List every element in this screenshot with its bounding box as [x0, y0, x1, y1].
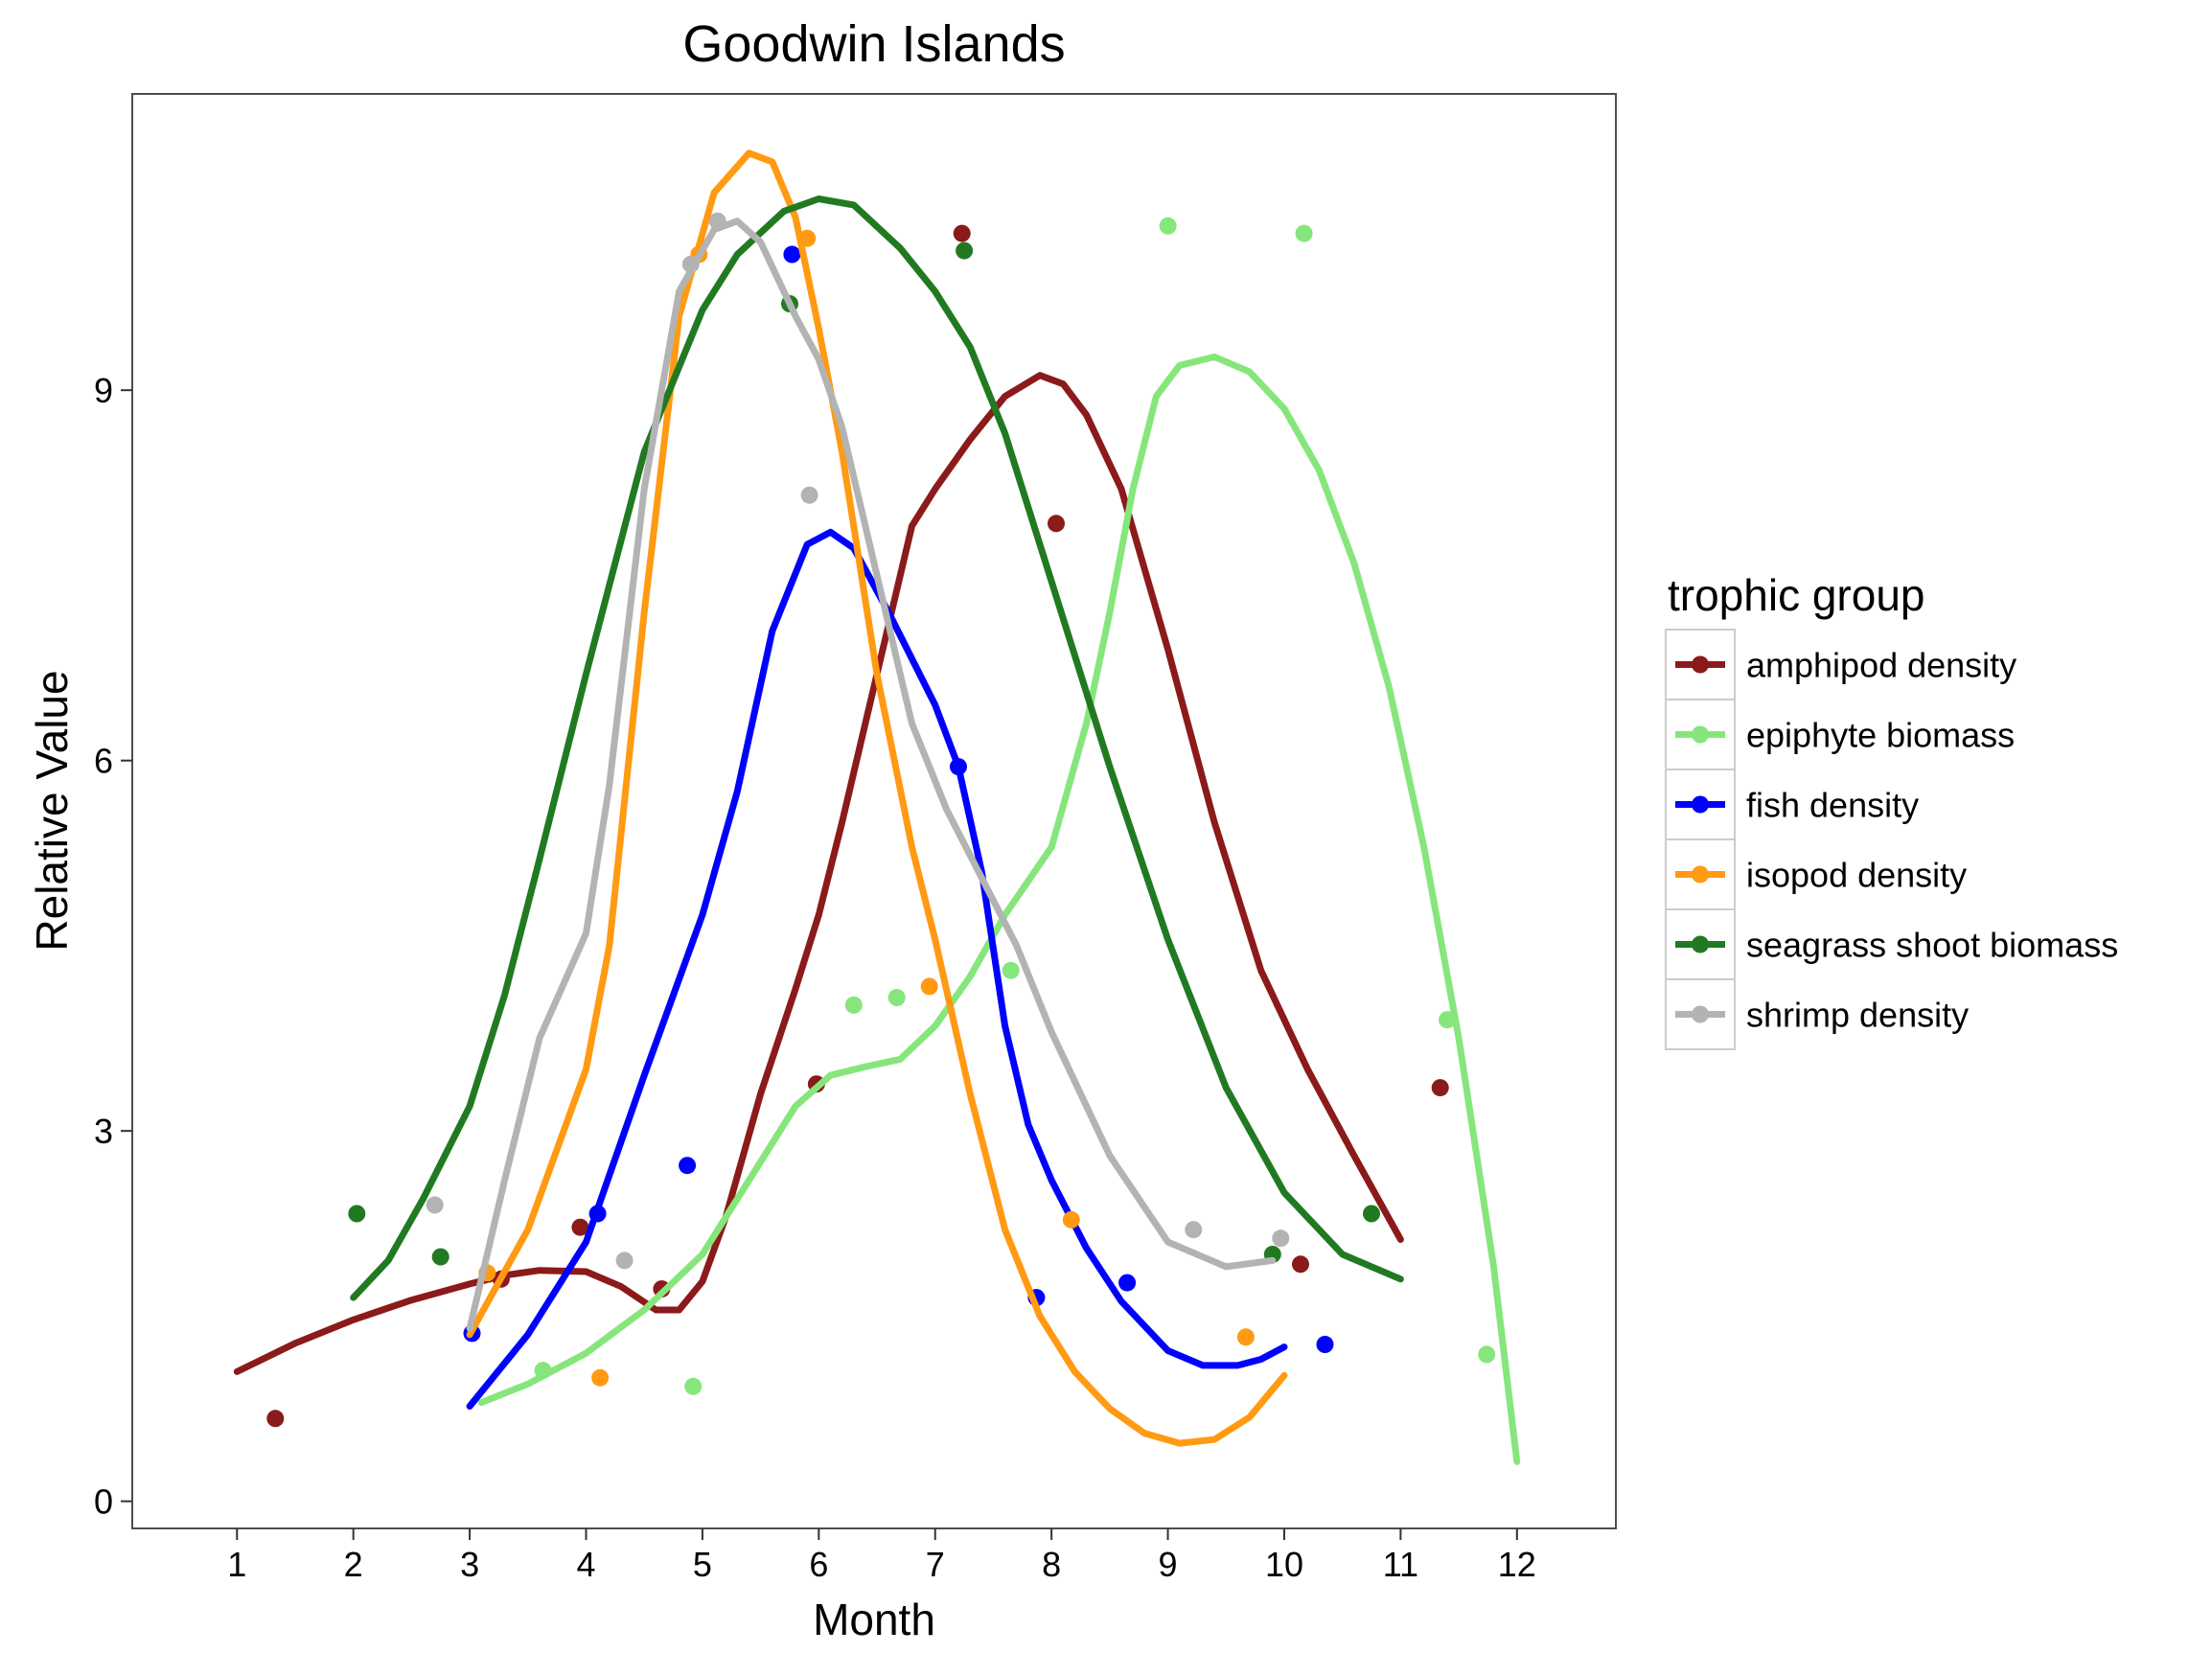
x-tick-label: 8	[1042, 1545, 1061, 1584]
x-tick-label: 6	[809, 1545, 828, 1584]
x-tick-label: 2	[344, 1545, 363, 1584]
y-tick-label: 3	[94, 1112, 113, 1151]
data-point-seagrass-shoot-biomass	[956, 241, 974, 260]
x-tick-label: 9	[1159, 1545, 1178, 1584]
data-point-seagrass-shoot-biomass	[1363, 1205, 1380, 1223]
y-tick-label: 9	[94, 371, 113, 410]
y-tick-label: 0	[94, 1482, 113, 1522]
data-point-shrimp-density	[681, 255, 700, 273]
data-point-fish-density	[950, 758, 967, 776]
x-tick-label: 5	[693, 1545, 712, 1584]
x-axis-label: Month	[813, 1595, 935, 1644]
data-point-isopod-density	[1062, 1210, 1080, 1228]
data-point-isopod-density	[591, 1368, 610, 1387]
legend-key-point	[1692, 795, 1709, 814]
data-point-shrimp-density	[800, 486, 818, 504]
data-point-amphipod-density	[1292, 1255, 1309, 1274]
data-point-epiphyte-biomass	[534, 1362, 552, 1380]
data-point-shrimp-density	[708, 212, 726, 230]
data-point-fish-density	[1118, 1274, 1137, 1292]
data-point-amphipod-density	[1048, 515, 1065, 533]
series-line-fish-density	[466, 528, 1288, 1410]
legend: trophic group amphipod density epiphyte b…	[1665, 570, 2118, 1050]
legend-key-point	[1692, 655, 1709, 674]
chart-title: Goodwin Islands	[682, 15, 1065, 73]
series-line-seagrass-shoot-biomass	[350, 195, 1404, 1301]
series-line-epiphyte-biomass	[477, 353, 1521, 1465]
data-point-isopod-density	[1236, 1328, 1255, 1346]
legend-label: epiphyte biomass	[1746, 716, 2015, 755]
x-tick-label: 12	[1498, 1545, 1536, 1584]
x-tick-label: 10	[1265, 1545, 1303, 1584]
data-point-amphipod-density	[571, 1218, 589, 1236]
x-tick-label: 7	[926, 1545, 945, 1584]
series-line-isopod-density	[466, 149, 1288, 1447]
x-tick-label: 11	[1383, 1545, 1418, 1584]
data-point-epiphyte-biomass	[887, 989, 906, 1006]
data-point-fish-density	[1316, 1336, 1334, 1353]
plot-panel	[131, 93, 1617, 1529]
x-tick-label: 1	[227, 1545, 246, 1584]
legend-label: shrimp density	[1746, 996, 1969, 1035]
legend-key-point	[1692, 935, 1709, 953]
legend-key-point	[1692, 725, 1709, 744]
legend-key-point	[1692, 1005, 1709, 1023]
data-point-epiphyte-biomass	[1159, 217, 1177, 235]
legend-label: seagrass shoot biomass	[1746, 926, 2118, 965]
data-point-epiphyte-biomass	[1478, 1345, 1496, 1364]
data-point-shrimp-density	[1185, 1221, 1203, 1239]
data-point-isopod-density	[798, 229, 817, 247]
legend-label: amphipod density	[1746, 646, 2016, 685]
data-point-seagrass-shoot-biomass	[348, 1205, 366, 1223]
x-tick-label: 3	[460, 1545, 479, 1584]
data-point-fish-density	[679, 1157, 697, 1175]
legend-title: trophic group	[1668, 570, 1925, 620]
y-axis-ticks: 0 3 6 9	[94, 371, 132, 1522]
y-axis-label: Relative Value	[27, 670, 77, 951]
data-point-epiphyte-biomass	[844, 996, 863, 1014]
data-point-shrimp-density	[426, 1196, 444, 1214]
data-point-fish-density	[783, 245, 801, 264]
data-point-shrimp-density	[1272, 1229, 1290, 1248]
data-point-fish-density	[588, 1205, 607, 1223]
series-line-shrimp-density	[466, 218, 1277, 1332]
data-point-amphipod-density	[266, 1410, 285, 1428]
legend-label: fish density	[1746, 786, 1919, 825]
x-axis-ticks: 1 2 3 4 5 6 7 8 9 10 11 12	[227, 1528, 1536, 1584]
legend-key-point	[1692, 865, 1709, 884]
y-tick-label: 6	[94, 742, 113, 781]
data-point-seagrass-shoot-biomass	[431, 1248, 449, 1266]
legend-label: isopod density	[1746, 856, 1967, 895]
data-point-shrimp-density	[615, 1251, 634, 1270]
data-point-amphipod-density	[1431, 1079, 1449, 1097]
data-point-epiphyte-biomass	[1002, 961, 1020, 979]
legend-items: amphipod density epiphyte biomass fish den…	[1665, 629, 2118, 1050]
data-point-epiphyte-biomass	[1439, 1011, 1456, 1029]
data-point-isopod-density	[920, 977, 938, 996]
x-tick-label: 4	[576, 1545, 595, 1584]
data-point-epiphyte-biomass	[1295, 224, 1313, 242]
series-line-amphipod-density	[233, 372, 1404, 1375]
series-layer	[233, 149, 1521, 1465]
data-point-epiphyte-biomass	[684, 1377, 703, 1395]
data-point-amphipod-density	[953, 224, 971, 242]
